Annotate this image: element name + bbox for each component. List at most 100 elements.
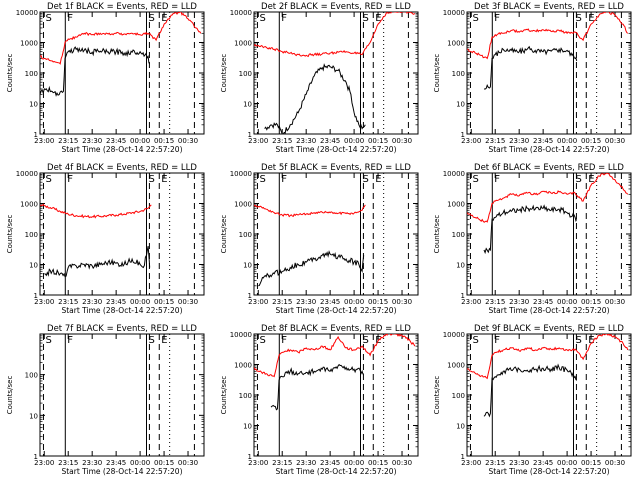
x-tick-label: 23:15 xyxy=(485,459,505,467)
y-tick-label: 1000 xyxy=(234,362,252,370)
y-tick-label: 10 xyxy=(456,262,465,270)
x-tick-label: 23:15 xyxy=(485,298,505,306)
event-marker-label: S xyxy=(45,174,51,185)
event-marker-label: S xyxy=(472,174,478,185)
panel-6f: Det 6f BLACK = Events, RED = LLD Counts/s… xyxy=(433,163,632,315)
y-tick-label: 10 xyxy=(29,262,38,270)
x-axis-label: Start Time (28-Oct-14 22:57:20) xyxy=(275,306,396,315)
event-marker-label: E xyxy=(375,174,381,185)
y-tick-label: 1000 xyxy=(20,40,38,48)
y-tick-label: 1 xyxy=(248,131,252,139)
x-tick-label: 00:15 xyxy=(154,459,174,467)
lld-series-line xyxy=(40,12,202,65)
events-series-line xyxy=(270,363,364,411)
y-tick-label: 1000 xyxy=(447,362,465,370)
x-tick-label: 23:00 xyxy=(248,298,268,306)
y-tick-label: 1 xyxy=(248,453,252,461)
x-tick-label: 00:00 xyxy=(344,137,364,145)
event-marker-label: F xyxy=(494,13,500,24)
x-tick-label: 23:45 xyxy=(106,137,126,145)
y-axis-label: Counts/sec xyxy=(433,54,441,93)
event-marker-label: S xyxy=(259,335,265,346)
y-axis-label: Counts/sec xyxy=(6,376,14,415)
plot-frame xyxy=(39,333,205,457)
y-tick-label: 10 xyxy=(456,101,465,109)
x-tick-label: 23:30 xyxy=(82,298,102,306)
event-marker-label: S xyxy=(259,13,265,24)
x-tick-label: 00:15 xyxy=(368,298,388,306)
x-axis-label: Start Time (28-Oct-14 22:57:20) xyxy=(275,145,396,154)
x-axis-label: Start Time (28-Oct-14 22:57:20) xyxy=(61,306,182,315)
panel-7f: Det 7f BLACK = Events, RED = LLD Counts/s… xyxy=(6,324,205,476)
y-tick-label: 100 xyxy=(25,372,38,380)
y-tick-label: 1000 xyxy=(447,201,465,209)
x-axis-label: Start Time (28-Oct-14 22:57:20) xyxy=(61,145,182,154)
y-axis-label: Counts/sec xyxy=(220,54,228,93)
y-tick-label: 10000 xyxy=(230,170,252,178)
y-tick-label: 1000 xyxy=(234,40,252,48)
plot-frame xyxy=(253,11,419,135)
x-tick-label: 00:00 xyxy=(130,137,150,145)
x-tick-label: 23:45 xyxy=(320,459,340,467)
x-tick-label: 23:45 xyxy=(533,298,553,306)
event-marker-label: S xyxy=(45,13,51,24)
event-marker-label: E xyxy=(161,335,167,346)
x-axis-label: Start Time (28-Oct-14 22:57:20) xyxy=(488,467,609,476)
event-marker-label: S xyxy=(259,174,265,185)
y-tick-label: 100 xyxy=(239,70,252,78)
event-marker-label: F xyxy=(67,13,73,24)
event-marker-label: F xyxy=(494,335,500,346)
y-tick-label: 10 xyxy=(243,262,252,270)
x-tick-label: 23:15 xyxy=(58,137,78,145)
y-tick-label: 10000 xyxy=(443,331,465,339)
event-marker-label: S xyxy=(472,13,478,24)
event-marker-label: S xyxy=(362,13,368,24)
y-tick-label: 1 xyxy=(248,292,252,300)
x-tick-label: 23:00 xyxy=(461,459,481,467)
event-marker-label: S xyxy=(148,335,154,346)
y-axis-label: Counts/sec xyxy=(220,376,228,415)
event-marker-label: E xyxy=(375,13,381,24)
panel-8f: Det 8f BLACK = Events, RED = LLD Counts/s… xyxy=(220,324,419,476)
event-marker-label: F xyxy=(494,174,500,185)
x-tick-label: 23:15 xyxy=(485,137,505,145)
x-tick-label: 23:15 xyxy=(58,298,78,306)
panel-3f: Det 3f BLACK = Events, RED = LLD Counts/s… xyxy=(433,2,632,154)
x-tick-label: 00:00 xyxy=(344,459,364,467)
x-tick-label: 23:15 xyxy=(58,459,78,467)
x-tick-label: 23:45 xyxy=(106,298,126,306)
event-marker-label: S xyxy=(148,13,154,24)
event-marker-label: S xyxy=(362,335,368,346)
x-tick-label: 23:45 xyxy=(533,459,553,467)
event-marker-label: S xyxy=(148,174,154,185)
y-tick-label: 10000 xyxy=(443,170,465,178)
panel-title: Det 3f BLACK = Events, RED = LLD xyxy=(474,2,624,12)
events-series-line xyxy=(483,363,578,418)
event-marker-label: S xyxy=(45,335,51,346)
lld-series-line xyxy=(467,12,629,60)
x-tick-label: 00:15 xyxy=(368,137,388,145)
x-tick-label: 23:00 xyxy=(34,459,54,467)
events-series-line xyxy=(483,204,578,255)
event-marker-label: E xyxy=(588,174,594,185)
panel-title: Det 7f BLACK = Events, RED = LLD xyxy=(47,324,197,334)
x-tick-label: 23:00 xyxy=(461,298,481,306)
x-axis-label: Start Time (28-Oct-14 22:57:20) xyxy=(488,306,609,315)
x-tick-label: 23:30 xyxy=(296,459,316,467)
panel-title: Det 9f BLACK = Events, RED = LLD xyxy=(474,324,624,334)
y-tick-label: 100 xyxy=(25,70,38,78)
y-tick-label: 1 xyxy=(461,292,465,300)
x-tick-label: 00:00 xyxy=(557,137,577,145)
event-marker-label: F xyxy=(67,335,73,346)
event-marker-label: S xyxy=(575,13,581,24)
y-tick-label: 10 xyxy=(243,101,252,109)
y-axis-label: Counts/sec xyxy=(6,54,14,93)
x-tick-label: 23:00 xyxy=(461,137,481,145)
lld-series-line xyxy=(254,12,416,58)
x-tick-label: 23:30 xyxy=(82,137,102,145)
x-tick-label: 23:15 xyxy=(272,459,292,467)
x-tick-label: 00:30 xyxy=(178,298,198,306)
y-tick-label: 1000 xyxy=(20,201,38,209)
events-series-line xyxy=(40,46,151,97)
